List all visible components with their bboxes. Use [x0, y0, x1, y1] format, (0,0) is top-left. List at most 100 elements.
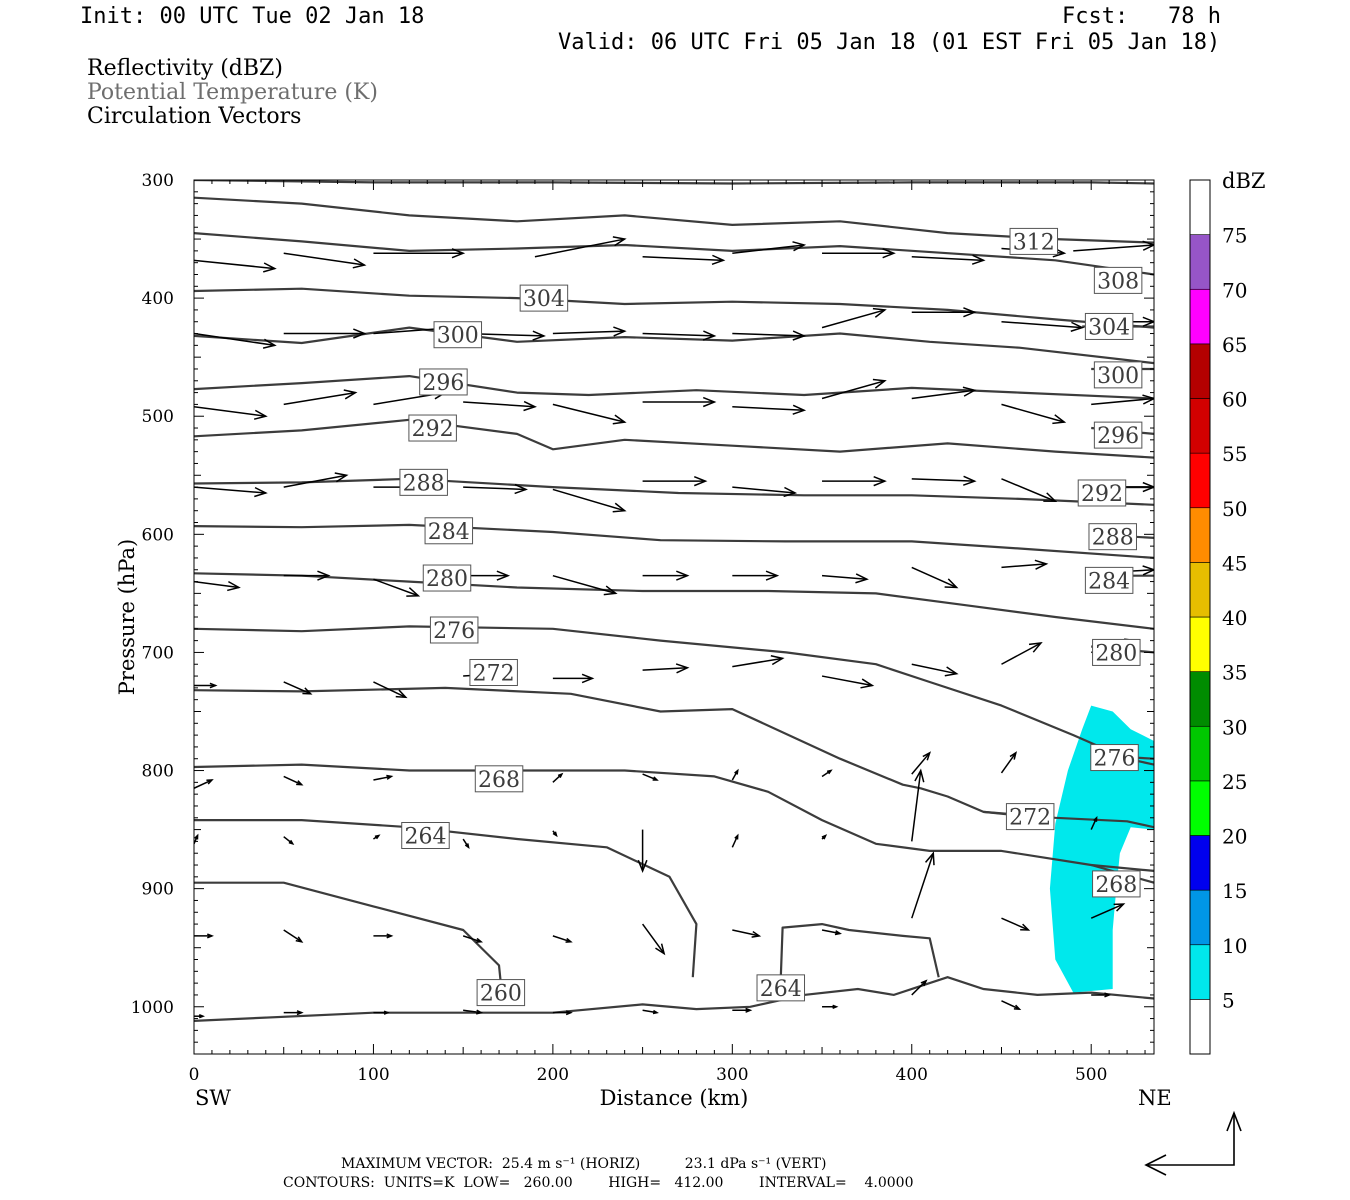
vector-shaft: [283, 252, 365, 266]
vector-head: [612, 236, 627, 247]
circulation-vector: [283, 1010, 304, 1016]
axes: 0 100 200 300 400 500 300 400 500 600 700 800 900 100…: [131, 171, 1154, 1085]
circulation-vector: [552, 574, 618, 596]
vector-shaft: [552, 488, 625, 512]
contour-label-box: [476, 979, 526, 1007]
contour-label: 276: [1090, 744, 1139, 772]
vector-shaft: [1001, 403, 1065, 423]
vector-head: [496, 570, 511, 581]
circulation-vector: [283, 836, 295, 846]
circulation-vector: [283, 389, 358, 406]
vector-head: [514, 483, 528, 495]
y-tick-label: 600: [142, 525, 174, 545]
circulation-vector: [463, 1009, 484, 1015]
circulation-vector: [1073, 240, 1154, 252]
colorbar-tick-label: 50: [1222, 497, 1247, 521]
circulation-vector: [911, 851, 935, 919]
vector-shaft: [911, 980, 927, 996]
contour-label: 300: [433, 321, 483, 349]
y-tick-label: 1000: [131, 998, 174, 1018]
colorbar-tick-label: 20: [1222, 825, 1247, 849]
vector-shaft: [283, 391, 356, 406]
y-tick-label: 500: [142, 407, 174, 427]
x-tick-label: 100: [357, 1065, 389, 1085]
y-tick-label: 800: [142, 762, 174, 782]
vector-shaft: [642, 667, 688, 671]
vector-head: [1142, 565, 1154, 576]
contour-label-box: [1093, 361, 1143, 389]
colorbar-segment: [1189, 780, 1211, 836]
colorbar-tick-label: 70: [1222, 278, 1247, 302]
vector-head: [944, 666, 959, 677]
circulation-vector: [642, 254, 726, 265]
colorbar-tick-label: 65: [1222, 333, 1247, 357]
circulation-vector: [1001, 320, 1085, 332]
contour-label-box: [469, 659, 518, 687]
vector-head: [834, 930, 842, 936]
circulation-vector: [194, 486, 268, 498]
vector-shaft: [373, 681, 407, 698]
circulation-vector: [283, 570, 331, 581]
contour-label-text: 312: [1013, 230, 1055, 255]
vector-head: [1070, 321, 1085, 332]
vector-head: [1104, 992, 1112, 998]
vector-shaft: [821, 929, 841, 935]
plot-frame: [193, 179, 1155, 1055]
vector-shaft: [642, 256, 724, 262]
circulation-vector: [1001, 1000, 1022, 1010]
vector-shaft: [1001, 917, 1029, 931]
vector-shaft: [911, 770, 922, 842]
circulation-vector: [911, 979, 928, 996]
contour-label: 296: [419, 368, 468, 396]
vector-head: [206, 779, 214, 785]
vector-shaft: [642, 773, 658, 781]
vector-shaft: [552, 403, 625, 423]
vector-shaft: [373, 578, 419, 597]
circulation-vector: [1001, 917, 1031, 931]
vector-head: [198, 1014, 205, 1019]
vector-head: [821, 834, 828, 840]
contour-label-text: 260: [480, 982, 522, 1007]
vector-shaft: [911, 752, 931, 775]
vector-shaft: [194, 779, 213, 789]
colorbar-segment: [1189, 288, 1211, 345]
vector-head: [227, 580, 241, 592]
vector-head: [565, 937, 573, 943]
vector-head: [872, 307, 887, 318]
contour-label-box: [1090, 744, 1139, 772]
vector-head: [451, 248, 466, 259]
forecast-hour: Fcst: 78 h: [1062, 4, 1221, 29]
vector-head: [652, 1009, 659, 1015]
contour-label-text: 292: [412, 417, 454, 442]
contour-label: 280: [1092, 638, 1141, 666]
colorbar-segment: [1189, 616, 1211, 672]
x-tick-label: 300: [716, 1065, 748, 1085]
contour-label-box: [1092, 638, 1141, 666]
contour-label-text: 272: [1009, 806, 1051, 831]
vector-head: [944, 578, 959, 589]
vector-shaft: [732, 244, 805, 254]
colorbar-segment: [1189, 835, 1211, 891]
circulation-vector: [732, 1007, 753, 1013]
contour-label-text: 296: [1097, 424, 1139, 449]
circulation-vector: [1000, 751, 1018, 774]
circulation-vector: [552, 830, 558, 838]
contour-label-text: 268: [478, 768, 520, 793]
contour-label-text: 304: [1088, 315, 1130, 340]
theta-contour-line: [194, 418, 1154, 459]
vector-shaft: [552, 574, 616, 595]
vector-head: [914, 768, 925, 783]
vector-head: [464, 843, 470, 850]
contour-label-text: 280: [1095, 641, 1137, 666]
vector-head: [1142, 481, 1154, 493]
circulation-vector: [642, 773, 659, 781]
vector-shaft: [283, 775, 302, 786]
colorbar-tick-label: 25: [1222, 770, 1247, 794]
vector-head: [612, 502, 627, 513]
vector-shaft: [1001, 478, 1056, 502]
vector-head: [288, 839, 295, 846]
vector-head: [676, 570, 690, 581]
circulation-vector: [283, 775, 304, 786]
vector-head: [209, 682, 218, 689]
vector-shaft: [194, 332, 275, 347]
